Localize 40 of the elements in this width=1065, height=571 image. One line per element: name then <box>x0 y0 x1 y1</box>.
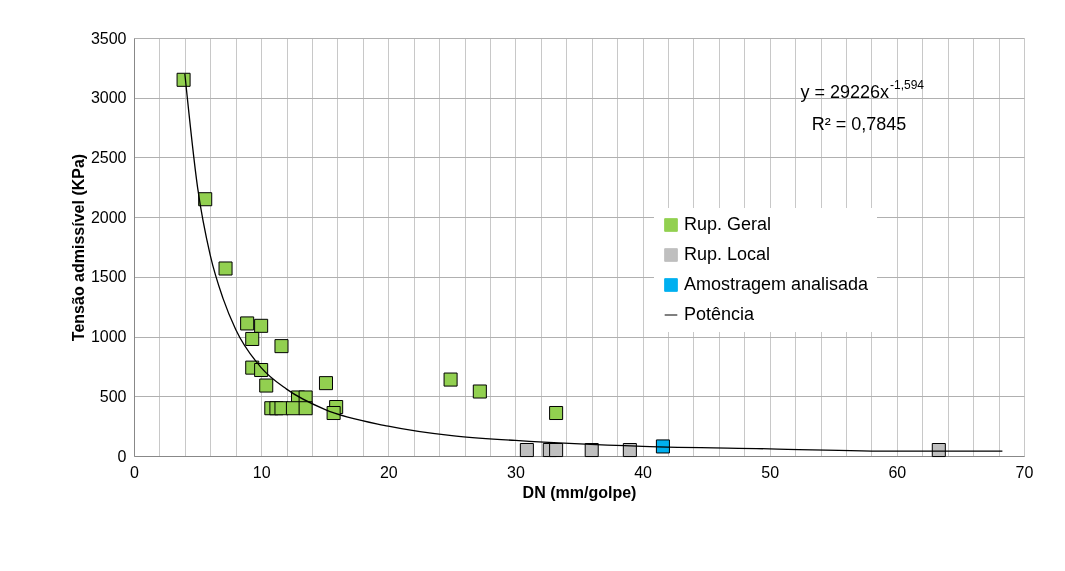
point <box>298 401 313 416</box>
legend-label: Amostragem analisada <box>684 274 870 294</box>
point <box>549 405 564 421</box>
y-tick-label: 2000 <box>90 208 127 226</box>
point <box>519 443 534 458</box>
point <box>931 443 946 458</box>
x-tick-label: 40 <box>634 463 653 481</box>
annotation: R² = 0,7845 <box>811 114 907 134</box>
legend-label: Rup. Geral <box>684 214 772 234</box>
point <box>240 316 255 331</box>
y-tick-label: 3500 <box>90 29 127 47</box>
x-axis-title: DN (mm/golpe) <box>522 483 637 501</box>
point <box>198 192 213 207</box>
point <box>254 318 269 333</box>
y-tick-label: 500 <box>99 387 127 405</box>
x-tick-label: 10 <box>252 463 271 481</box>
y-tick-label: 0 <box>117 447 127 465</box>
x-tick-label: 0 <box>130 463 140 481</box>
point <box>584 443 599 458</box>
y-axis-title: Tensão admissível (KPa) <box>69 153 87 342</box>
point <box>443 372 458 387</box>
point <box>274 339 289 354</box>
point <box>218 261 233 276</box>
point <box>472 384 487 399</box>
legend-label: Potência <box>684 304 756 324</box>
y-tick-label: 1000 <box>90 328 127 346</box>
point <box>549 443 564 458</box>
point <box>318 376 333 391</box>
point <box>245 331 260 346</box>
y-tick-label: 2500 <box>90 148 127 166</box>
y-tick-label: 1500 <box>90 268 127 286</box>
x-tick-label: 30 <box>507 463 525 481</box>
x-tick-label: 70 <box>1015 463 1034 481</box>
x-tick-label: 60 <box>888 463 907 481</box>
point <box>326 405 341 421</box>
y-tick-label: 3000 <box>90 89 127 107</box>
point <box>259 378 274 393</box>
x-tick-label: 20 <box>379 463 398 481</box>
legend-label: Rup. Local <box>684 244 771 264</box>
x-tick-label: 50 <box>761 463 780 481</box>
